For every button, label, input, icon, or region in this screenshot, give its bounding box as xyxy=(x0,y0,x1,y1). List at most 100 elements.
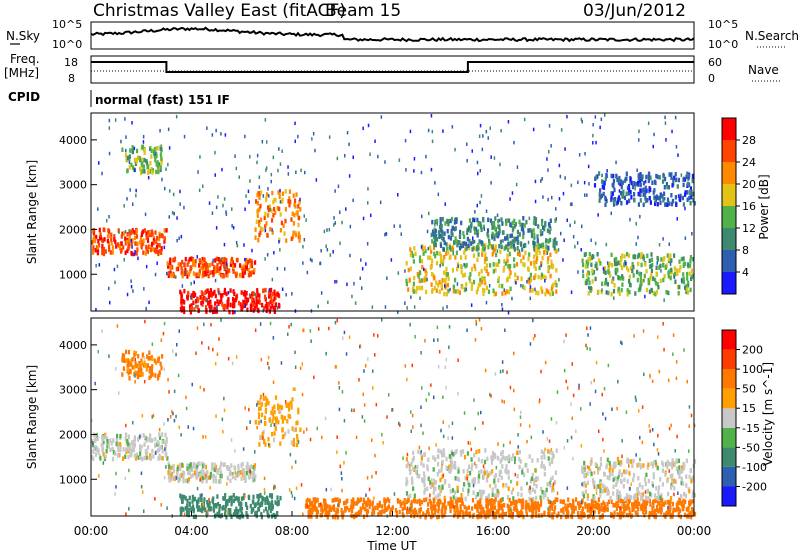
velocity-pixel xyxy=(450,504,453,509)
velocity-pixel xyxy=(201,467,204,473)
power-pixel xyxy=(244,304,247,308)
velocity-pixel xyxy=(648,498,651,504)
power-pixel xyxy=(254,227,257,232)
power-pixel xyxy=(205,263,208,269)
power-pixel xyxy=(189,269,192,274)
power-pixel xyxy=(491,245,494,250)
velocity-pixel xyxy=(222,505,225,511)
power-pixel xyxy=(233,291,236,297)
velocity-pixel xyxy=(310,509,313,514)
velocity-pixel xyxy=(411,413,414,418)
velocity-pixel xyxy=(281,427,284,432)
velocity-pixel xyxy=(131,440,134,445)
velocity-pixel xyxy=(619,509,622,514)
velocity-pixel xyxy=(325,351,327,356)
velocity-pixel xyxy=(323,507,326,512)
power-pixel xyxy=(497,276,500,281)
power-pixel xyxy=(158,233,161,239)
velocity-pixel xyxy=(581,509,584,514)
power-pixel xyxy=(664,265,667,270)
velocity-pixel xyxy=(404,364,407,368)
velocity-pixel xyxy=(161,354,164,359)
power-pixel xyxy=(271,291,274,297)
velocity-pixel xyxy=(549,480,551,485)
velocity-pixel xyxy=(458,510,461,515)
power-pixel xyxy=(612,199,615,204)
power-pixel xyxy=(673,273,676,278)
velocity-heatmap xyxy=(91,318,697,520)
power-pixel xyxy=(509,286,512,291)
velocity-pixel xyxy=(402,456,404,460)
power-pixel xyxy=(261,140,264,144)
velocity-pixel xyxy=(673,485,676,491)
velocity-pixel xyxy=(295,420,298,426)
velocity-pixel xyxy=(143,509,145,513)
velocity-pixel xyxy=(281,419,284,424)
power-pixel xyxy=(439,243,443,248)
velocity-pixel xyxy=(500,512,503,518)
velocity-pixel xyxy=(440,450,443,456)
velocity-pixel xyxy=(384,499,387,504)
power-pixel xyxy=(612,183,615,189)
power-pixel xyxy=(245,300,248,306)
power-pixel xyxy=(439,263,441,268)
velocity-pixel xyxy=(186,466,189,472)
power-pixel xyxy=(537,245,540,250)
power-pixel xyxy=(420,245,423,249)
velocity-pixel xyxy=(139,370,142,375)
power-pixel xyxy=(589,256,592,262)
power-pixel xyxy=(454,277,457,283)
power-pixel xyxy=(170,273,173,278)
velocity-pixel xyxy=(423,478,426,483)
velocity-pixel xyxy=(454,511,457,517)
velocity-pixel xyxy=(148,369,151,374)
power-pixel xyxy=(179,202,181,206)
velocity-pixel xyxy=(358,378,360,382)
power-pixel xyxy=(505,235,508,241)
power-pixel xyxy=(546,259,549,265)
power-pixel xyxy=(659,263,662,269)
power-pixel xyxy=(261,227,264,232)
velocity-pixel xyxy=(393,492,396,496)
velocity-pixel xyxy=(114,492,116,496)
power-pixel xyxy=(470,303,473,307)
velocity-pixel xyxy=(116,433,119,439)
velocity-pixel xyxy=(540,513,543,518)
power-pixel xyxy=(180,296,183,301)
power-pixel xyxy=(181,284,184,288)
power-pixel xyxy=(150,148,153,154)
velocity-pixel xyxy=(433,338,435,342)
power-pixel xyxy=(423,277,426,283)
power-pixel xyxy=(208,303,211,309)
velocity-pixel xyxy=(348,335,351,339)
velocity-pixel xyxy=(656,465,659,471)
velocity-pixel xyxy=(622,513,625,518)
velocity-pixel xyxy=(511,512,514,518)
velocity-pixel xyxy=(445,456,448,462)
power-pixel xyxy=(548,150,550,154)
power-pixel xyxy=(436,222,438,226)
power-pixel xyxy=(545,240,547,244)
power-pixel xyxy=(131,238,134,243)
velocity-pixel xyxy=(676,500,679,506)
velocity-pixel xyxy=(602,506,605,511)
velocity-pixel xyxy=(431,513,434,518)
power-pixel xyxy=(214,269,217,274)
power-pixel xyxy=(536,247,539,253)
power-pixel xyxy=(686,262,689,267)
velocity-pixel xyxy=(403,500,406,506)
velocity-pixel xyxy=(437,338,439,342)
power-pixel xyxy=(663,197,666,201)
power-pixel xyxy=(533,254,536,260)
power-pixel xyxy=(486,232,489,237)
power-pixel xyxy=(619,190,623,196)
power-pixel xyxy=(257,208,260,213)
power-pixel xyxy=(207,294,210,299)
power-pixel xyxy=(560,128,563,132)
velocity-pixel xyxy=(440,510,443,516)
power-pixel xyxy=(140,162,144,167)
power-pixel xyxy=(418,255,422,260)
velocity-pixel xyxy=(671,473,674,478)
power-pixel xyxy=(207,273,210,279)
power-pixel xyxy=(689,190,692,196)
